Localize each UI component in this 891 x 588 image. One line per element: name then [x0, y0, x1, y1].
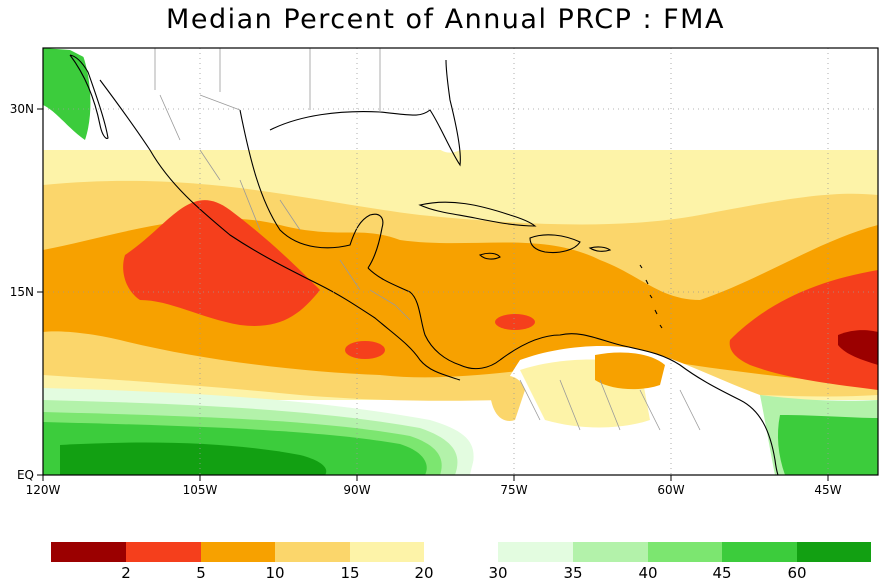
colorbar-swatch	[350, 542, 424, 562]
band-atl-45-60	[777, 415, 878, 475]
colorbar-label: 45	[712, 564, 731, 582]
colorbar-swatch	[648, 542, 722, 562]
blob-2-5-a	[345, 341, 385, 359]
axis-ticks	[37, 108, 829, 481]
colorbar-label: 15	[340, 564, 359, 582]
x-tick-label: 60W	[657, 483, 684, 497]
y-tick-label: EQ	[17, 468, 34, 482]
colorbar-swatch	[51, 542, 126, 562]
precip-field	[43, 48, 878, 475]
borders	[154, 48, 701, 431]
colorbar-label: 5	[196, 564, 206, 582]
x-tick-label: 120W	[26, 483, 61, 497]
land-usa	[43, 48, 878, 153]
y-tick-label: 15N	[10, 285, 34, 299]
x-tick-label: 105W	[183, 483, 218, 497]
colorbar-swatch	[722, 542, 797, 562]
sa-10-15	[489, 375, 525, 421]
colorbar-label: 2	[121, 564, 131, 582]
colorbar-label: 30	[488, 564, 507, 582]
x-tick-label: 90W	[343, 483, 370, 497]
gridlines	[43, 48, 878, 475]
colorbar-label: 60	[787, 564, 806, 582]
band-gt-60	[60, 442, 327, 475]
band-2-5-pacific	[123, 200, 320, 326]
colorbar-swatch	[498, 542, 573, 562]
coastlines	[69, 54, 779, 475]
colorbar-swatch	[275, 542, 350, 562]
colorbar-swatch	[797, 542, 871, 562]
x-tick-label: 75W	[500, 483, 527, 497]
sa-5-10	[595, 352, 665, 390]
colorbar-swatch	[201, 542, 275, 562]
colorbar-left	[51, 542, 424, 562]
y-tick-label: 30N	[10, 102, 34, 116]
colorbar-label: 40	[638, 564, 657, 582]
band-lt-2	[838, 330, 878, 365]
colorbar-swatch	[573, 542, 648, 562]
band-2-5-atlantic	[729, 270, 878, 390]
colorbar-swatch	[126, 542, 201, 562]
colorbar-label: 35	[563, 564, 582, 582]
colorbar-label: 20	[414, 564, 433, 582]
blob-2-5-b	[495, 314, 535, 330]
map-title: Median Percent of Annual PRCP : FMA	[166, 4, 725, 35]
map-frame	[42, 47, 879, 476]
colorbar-label: 10	[265, 564, 284, 582]
x-tick-label: 45W	[814, 483, 841, 497]
colorbar-right	[498, 542, 871, 562]
patch-nw-green	[43, 48, 91, 140]
